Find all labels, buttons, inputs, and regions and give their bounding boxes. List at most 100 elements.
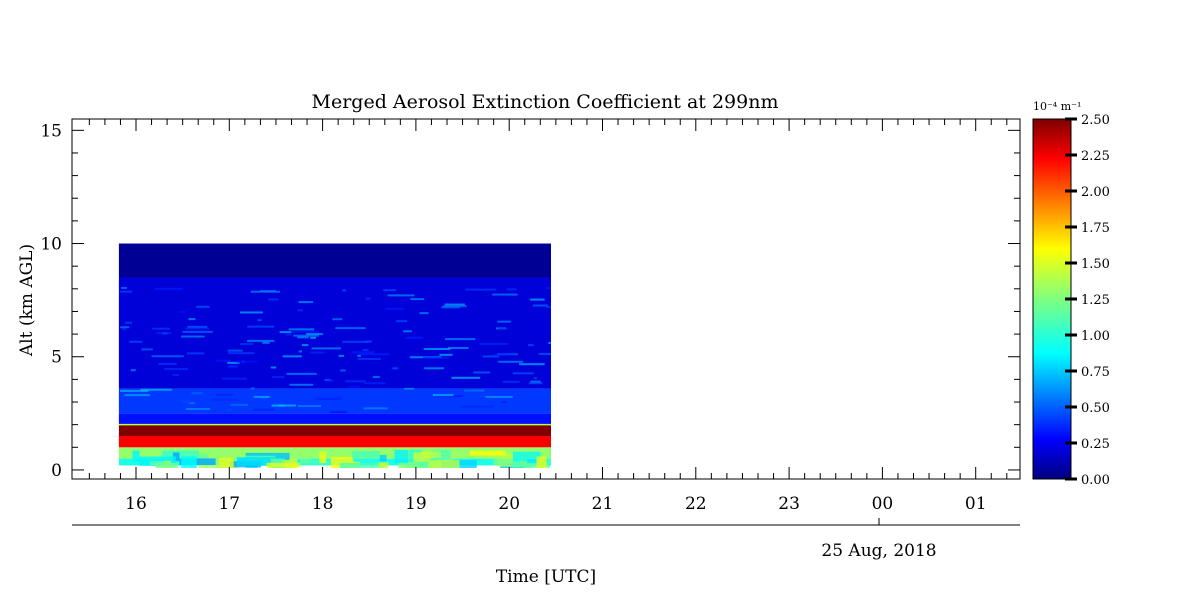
x-tick-label: 19 [405, 494, 427, 514]
y-tick-label: 0 [51, 461, 62, 481]
heatmap-streak [485, 395, 513, 398]
y-tick-label: 5 [51, 348, 62, 368]
heatmap-streak [247, 339, 275, 342]
heatmap-streak [158, 362, 177, 365]
heatmap-streak [141, 348, 153, 351]
heatmap-streak [444, 303, 465, 306]
heatmap-streak [227, 352, 255, 355]
heatmap-streak [311, 395, 344, 398]
heatmap-surface-patch [330, 456, 354, 468]
heatmap-surface-patch [302, 459, 333, 466]
heatmap-streak [290, 330, 320, 333]
date-label: 25 Aug, 2018 [821, 541, 936, 561]
heatmap-streak [301, 344, 309, 347]
heatmap-streak [181, 400, 189, 403]
heatmap-streak [342, 289, 347, 292]
heatmap-streak [362, 348, 369, 351]
heatmap-streak [253, 408, 275, 411]
heatmap-streak [423, 347, 451, 350]
heatmap-streak [347, 385, 361, 388]
heatmap-streak [497, 320, 511, 323]
heatmap-streak [154, 287, 183, 290]
heatmap-streak [140, 388, 172, 391]
heatmap-streak [310, 336, 316, 339]
heatmap-surface-patch [351, 451, 380, 459]
heatmap-streak [447, 347, 469, 350]
heatmap-streak [334, 397, 350, 400]
heatmap-image [118, 243, 551, 468]
heatmap-streak [191, 392, 203, 395]
x-tick-label: 01 [965, 494, 987, 514]
colorbar-unit-label: 10⁻⁴ m⁻¹ [1033, 100, 1081, 113]
heatmap-streak [530, 298, 545, 301]
heatmap-surface-patch [487, 452, 530, 459]
heatmap-surface-patch [132, 450, 140, 462]
plot-frame [71, 118, 1021, 480]
heatmap-streak [151, 355, 184, 358]
heatmap-surface-patch [527, 459, 540, 464]
colorbar-ticks: 0.00 0.25 0.50 0.75 1.00 1.25 1.50 1.75 2.00 2.25… [1065, 113, 1110, 488]
heatmap-streak [282, 355, 302, 358]
heatmap-surface-patch [266, 462, 301, 468]
heatmap-streak [410, 298, 425, 301]
heatmap-streak [405, 336, 424, 339]
heatmap-streak [164, 367, 188, 370]
colorbar-tick-label: 0.25 [1081, 437, 1110, 452]
heatmap-surface-patch [300, 455, 312, 464]
heatmap-streak [530, 380, 541, 383]
heatmap-streak [216, 393, 233, 396]
heatmap-surface-patch [404, 463, 414, 468]
heatmap-streak [479, 342, 508, 345]
x-tick-label: 20 [498, 494, 520, 514]
heatmap-streak [328, 379, 334, 382]
y-tick-label: 15 [40, 121, 62, 141]
heatmap-streak [392, 367, 399, 370]
heatmap-streak [463, 395, 493, 398]
heatmap-streak [286, 372, 317, 375]
heatmap-streak [363, 407, 388, 410]
heatmap-streak [501, 401, 507, 404]
heatmap-layer [118, 413, 551, 425]
heatmap-streak [330, 411, 348, 414]
y-tick-label: 10 [40, 235, 62, 255]
heatmap-streak [545, 287, 551, 290]
heatmap-streak [404, 387, 415, 390]
x-tick-label: 17 [218, 494, 240, 514]
heatmap-streak [498, 327, 508, 330]
heatmap-streak [227, 365, 238, 368]
heatmap-streak [181, 335, 205, 338]
heatmap-streak [257, 319, 262, 322]
heatmap-surface-patch [236, 457, 282, 466]
heatmap-streak [247, 325, 275, 328]
heatmap-surface-patch [172, 452, 180, 462]
colorbar-tick-label: 0.75 [1081, 365, 1110, 380]
x-tick-label: 18 [312, 494, 334, 514]
heatmap-streak [120, 326, 130, 329]
heatmap-streak [506, 288, 517, 291]
heatmap-streak [324, 378, 331, 381]
heatmap-streak [528, 344, 534, 347]
heatmap-streak [262, 341, 270, 344]
heatmap-streak [482, 355, 500, 358]
heatmap-streak [187, 325, 208, 328]
heatmap-streak [340, 369, 346, 372]
heatmap-streak [396, 320, 408, 323]
heatmap-streak [239, 343, 254, 346]
heatmap-surface-patch [549, 450, 551, 463]
heatmap-streak [441, 306, 461, 309]
heatmap-streak [250, 387, 255, 390]
heatmap-streak [239, 311, 263, 314]
heatmap-streak [297, 336, 309, 339]
heatmap-streak [285, 333, 292, 336]
colorbar-tick-label: 2.00 [1081, 185, 1110, 200]
heatmap-streak [512, 372, 534, 375]
colorbar-tick-label: 1.50 [1081, 257, 1110, 272]
heatmap-layer [118, 424, 551, 436]
heatmap-streak [293, 334, 319, 337]
heatmap-streak [548, 341, 551, 344]
colorbar-tick-label: 1.75 [1081, 221, 1110, 236]
heatmap-streak [122, 328, 126, 331]
heatmap-streak [424, 367, 444, 370]
heatmap-streak [460, 405, 494, 408]
colorbar-tick-label: 0.50 [1081, 401, 1110, 416]
